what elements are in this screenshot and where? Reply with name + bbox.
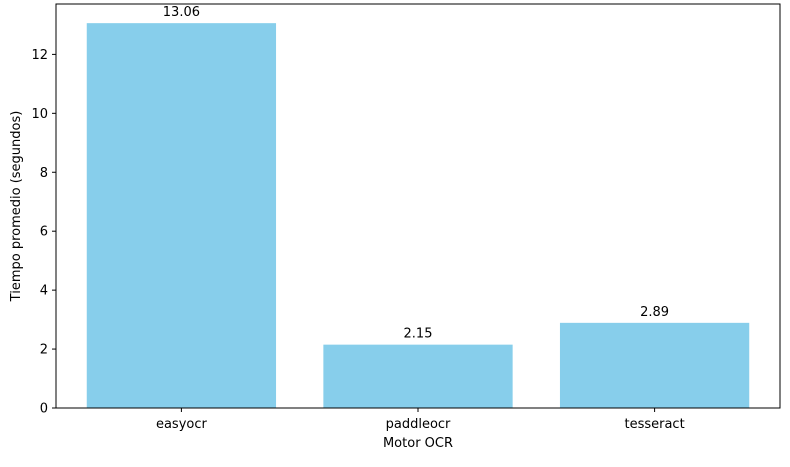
y-tick-label: 0 bbox=[40, 402, 48, 417]
y-tick-label: 2 bbox=[40, 343, 48, 358]
y-axis-label: Tiempo promedio (segundos) bbox=[9, 111, 24, 303]
x-tick-label: easyocr bbox=[156, 417, 208, 432]
bar-paddleocr bbox=[323, 344, 513, 408]
y-tick-label: 8 bbox=[40, 166, 48, 181]
y-axis-ticks: 0 2 4 6 8 10 12 bbox=[31, 48, 56, 417]
data-label-easyocr: 13.06 bbox=[163, 5, 200, 20]
y-tick-label: 6 bbox=[40, 225, 48, 240]
y-tick-label: 10 bbox=[31, 107, 48, 122]
bar-tesseract bbox=[559, 322, 750, 408]
data-labels-group: 13.06 2.15 2.89 bbox=[163, 5, 669, 341]
y-tick-label: 12 bbox=[31, 48, 48, 63]
x-tick-label: tesseract bbox=[624, 417, 684, 432]
plot-frame bbox=[55, 3, 781, 409]
data-label-paddleocr: 2.15 bbox=[404, 327, 433, 342]
bars-group bbox=[86, 23, 750, 409]
y-tick-label: 4 bbox=[40, 284, 48, 299]
x-axis-ticks: easyocr paddleocr tesseract bbox=[156, 408, 685, 432]
data-label-tesseract: 2.89 bbox=[640, 305, 669, 320]
bar-easyocr bbox=[86, 23, 277, 409]
x-tick-label: paddleocr bbox=[386, 417, 451, 432]
x-axis-label: Motor OCR bbox=[383, 436, 453, 451]
